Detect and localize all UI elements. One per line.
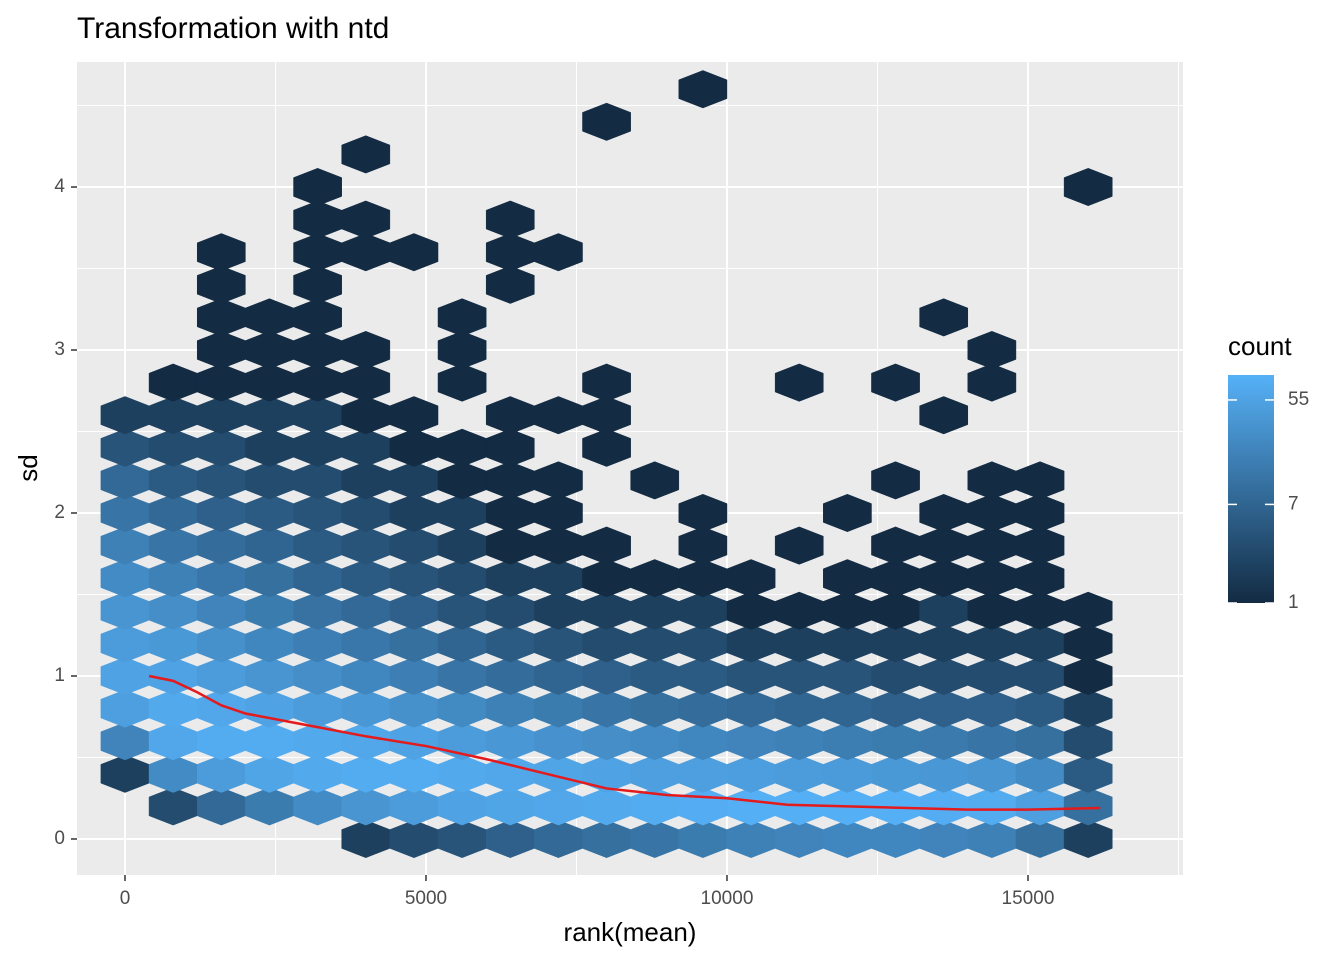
hexbin <box>774 363 824 402</box>
hexbin <box>534 233 583 272</box>
hexbin <box>678 493 728 533</box>
hexbin <box>678 526 728 565</box>
hexbin <box>437 298 487 337</box>
hexbin <box>437 363 487 402</box>
hexbin <box>1063 656 1113 696</box>
hexbin <box>1015 526 1065 565</box>
hexbin <box>1063 624 1113 663</box>
hexbin <box>534 493 583 533</box>
hexbin <box>341 200 391 239</box>
hexbin <box>1063 754 1113 793</box>
hexbin <box>389 396 439 435</box>
x-axis-label: rank(mean) <box>564 917 697 947</box>
hexbin <box>582 396 631 435</box>
hexbin <box>919 298 969 337</box>
hexbin <box>196 233 246 272</box>
hexbin <box>871 461 920 500</box>
x-tick-label: 5000 <box>405 888 447 909</box>
axes: 0 5000 10000 15000 0 1 2 3 4 <box>54 176 1054 909</box>
hexes <box>100 70 1113 858</box>
hexbin <box>582 526 631 565</box>
trend-line <box>148 674 1101 811</box>
colorbar-label: 7 <box>1288 493 1299 514</box>
hexbin <box>871 363 920 402</box>
x-tick-label: 0 <box>120 888 131 909</box>
legend-title: count <box>1228 331 1292 361</box>
hexbin <box>485 200 535 239</box>
hexbin <box>1015 493 1065 533</box>
hexbin <box>534 461 583 500</box>
y-tick-label: 0 <box>54 828 65 849</box>
hexbin <box>293 265 342 304</box>
hexbin <box>823 493 872 533</box>
hexbin <box>1063 689 1113 728</box>
hexbin <box>341 363 391 402</box>
hexbin <box>630 461 680 500</box>
hexbin <box>582 428 631 467</box>
hexbin <box>389 233 439 272</box>
chart-title: Transformation with ntd <box>77 12 389 45</box>
hexbin <box>437 330 487 370</box>
hexbin <box>1063 787 1113 826</box>
hexbin <box>1063 722 1113 761</box>
colorbar-label: 1 <box>1288 592 1299 613</box>
y-tick-label: 3 <box>54 339 65 360</box>
colorbar <box>1228 375 1274 603</box>
hexbin <box>967 363 1017 402</box>
y-tick-label: 4 <box>54 176 65 197</box>
hexbin <box>485 428 535 467</box>
colorbar-label: 55 <box>1288 389 1309 410</box>
hexbin <box>1015 461 1065 500</box>
hexbin <box>293 168 342 207</box>
hexbin <box>341 330 391 370</box>
y-tick-label: 1 <box>54 665 65 686</box>
hexbin <box>341 135 391 174</box>
y-tick-label: 2 <box>54 502 65 523</box>
hexbin <box>726 559 776 598</box>
panel <box>77 62 1183 875</box>
hexbin <box>1063 819 1113 858</box>
hexbin <box>196 265 246 304</box>
y-axis-label: sd <box>13 454 43 481</box>
hexbin <box>678 70 728 109</box>
hexbin <box>1063 591 1113 630</box>
x-tick-label: 10000 <box>701 888 754 909</box>
hexbin <box>967 330 1017 370</box>
hexbin <box>485 265 535 304</box>
hexbin <box>293 298 342 337</box>
x-tick-label: 15000 <box>1002 888 1055 909</box>
hexbin <box>919 396 969 435</box>
hexbin <box>774 526 824 565</box>
hexbin <box>582 363 631 402</box>
hexbin <box>1015 559 1065 598</box>
hexbin <box>582 102 631 141</box>
hexbin <box>1063 168 1113 207</box>
